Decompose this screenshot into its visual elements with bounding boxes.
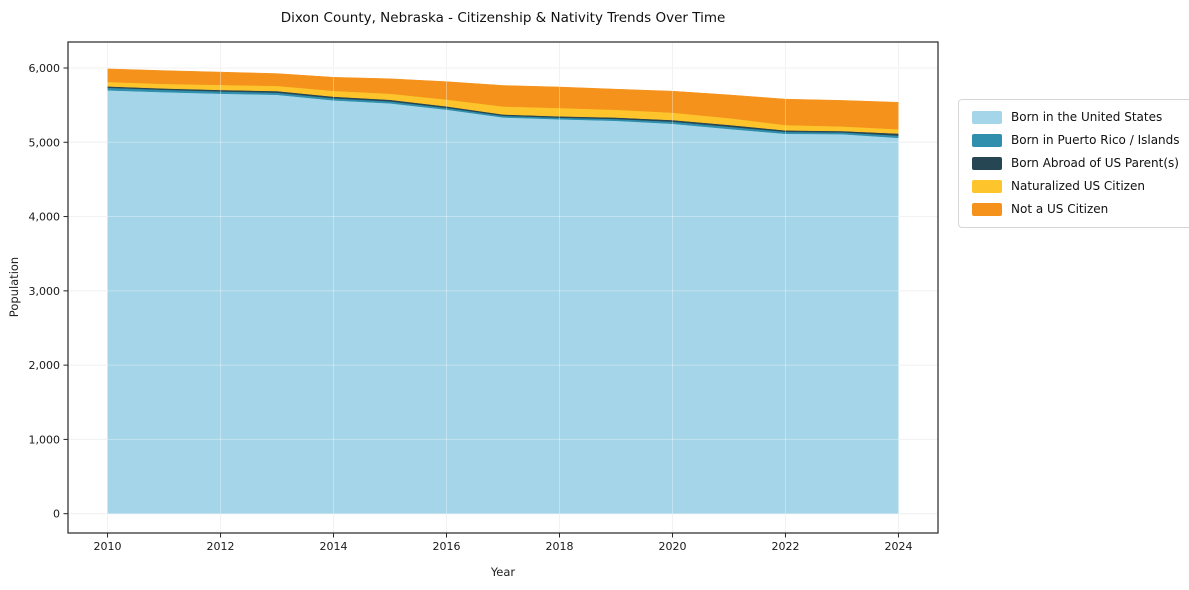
y-axis-label: Population [7, 256, 21, 318]
legend-label: Born in Puerto Rico / Islands [1011, 133, 1180, 147]
x-tick-label: 2018 [545, 540, 573, 553]
legend-swatch-born-abroad-of-us-parent-s [972, 157, 1002, 170]
chart-title: Dixon County, Nebraska - Citizenship & N… [280, 10, 726, 26]
legend-item: Naturalized US Citizen [972, 180, 1180, 193]
x-tick-label: 2016 [433, 540, 461, 553]
legend-item: Born in the United States [972, 111, 1180, 124]
legend-label: Born in the United States [1011, 110, 1163, 124]
legend-item: Not a US Citizen [972, 203, 1180, 216]
area-not-a-us-citizen [107, 68, 899, 130]
y-tick-label: 1,000 [29, 433, 61, 446]
x-tick-label: 2010 [94, 540, 122, 553]
plot-frame [67, 41, 939, 534]
x-tick-label: 2020 [658, 540, 686, 553]
axis-ticks: 2010 2012 2014 2016 2018 2020 2022 2024 0 1,000 2,… [29, 62, 913, 553]
y-tick-label: 5,000 [29, 136, 61, 149]
legend-label: Born Abroad of US Parent(s) [1011, 156, 1179, 170]
y-tick-label: 2,000 [29, 359, 61, 372]
x-tick-label: 2022 [771, 540, 799, 553]
legend-label: Naturalized US Citizen [1011, 179, 1145, 193]
x-axis-label: Year [490, 565, 516, 579]
y-tick-label: 6,000 [29, 62, 61, 75]
legend-item: Born in Puerto Rico / Islands [972, 134, 1180, 147]
x-tick-label: 2012 [207, 540, 235, 553]
gridlines-over [68, 42, 938, 533]
y-tick-label: 4,000 [29, 211, 61, 224]
x-tick-label: 2014 [320, 540, 348, 553]
legend-swatch-born-in-puerto-rico-islands [972, 134, 1002, 147]
x-tick-label: 2024 [884, 540, 912, 553]
legend: Born in the United States Born in Puerto … [958, 99, 1189, 228]
y-tick-label: 3,000 [29, 285, 61, 298]
area-born-in-the-united-states [107, 90, 899, 514]
legend-swatch-born-in-the-united-states [972, 111, 1002, 124]
legend-swatch-naturalized-us-citizen [972, 180, 1002, 193]
legend-label: Not a US Citizen [1011, 202, 1109, 216]
stacked-areas [107, 68, 899, 514]
legend-item: Born Abroad of US Parent(s) [972, 157, 1180, 170]
y-tick-label: 0 [53, 508, 60, 521]
legend-swatch-not-a-us-citizen [972, 203, 1002, 216]
